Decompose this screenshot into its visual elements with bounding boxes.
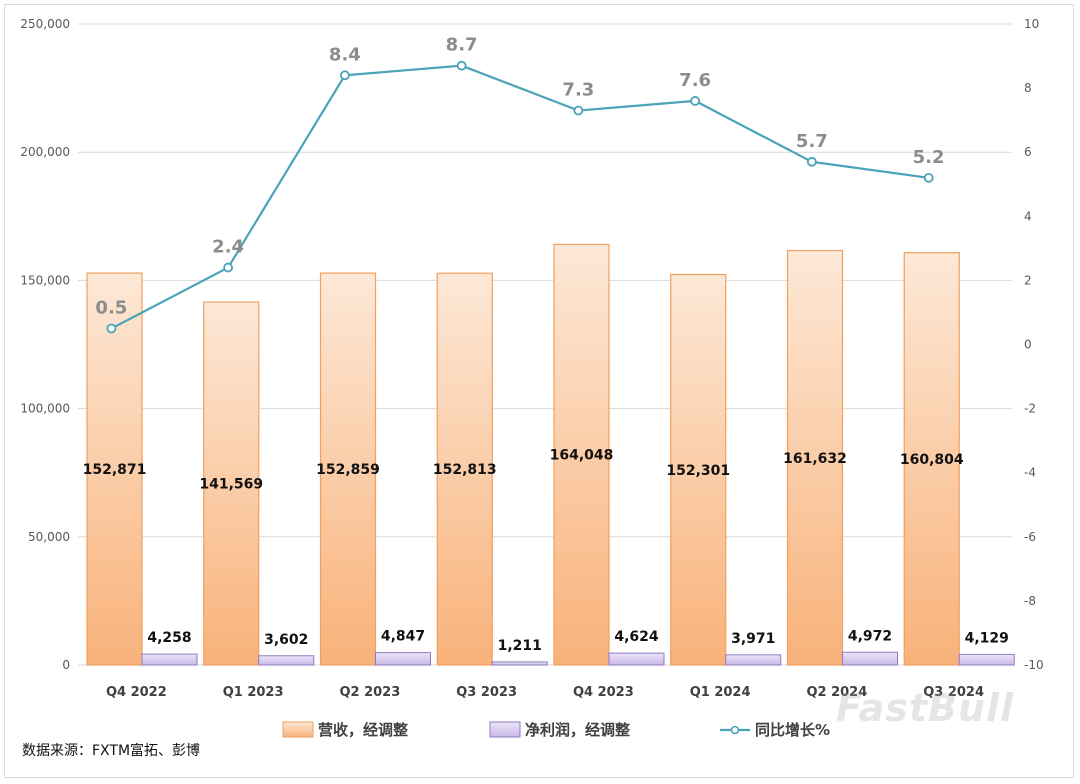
growth-value-label: 5.7 (796, 131, 828, 152)
x-axis-tick-label: Q4 2023 (573, 685, 634, 700)
revenue-bar (319, 272, 377, 666)
left-axis-tick-label: 250,000 (20, 17, 70, 31)
revenue-bar (553, 243, 610, 666)
revenue-value-label: 164,048 (550, 448, 614, 464)
profit-value-label: 4,258 (147, 630, 191, 646)
profit-bar (491, 661, 548, 666)
profit-bar (375, 652, 431, 666)
left-axis-tick-label: 150,000 (20, 273, 70, 287)
profit-value-label: 4,847 (381, 629, 425, 645)
revenue-bar (670, 273, 727, 666)
profit-bar (725, 654, 782, 666)
revenue-value-label: 152,871 (83, 462, 147, 478)
profit-value-label: 3,602 (264, 632, 308, 648)
revenue-bar (436, 272, 493, 666)
x-axis-tick-label: Q3 2023 (456, 685, 517, 700)
revenue-value-label: 160,804 (900, 452, 964, 468)
growth-value-label: 5.2 (913, 147, 945, 168)
growth-value-label: 8.4 (329, 44, 361, 65)
profit-value-label: 4,972 (848, 628, 892, 644)
x-axis-tick-label: Q2 2024 (806, 685, 867, 700)
revenue-value-label: 141,569 (199, 477, 263, 493)
revenue-value-label: 161,632 (783, 451, 847, 467)
x-axis-tick-label: Q2 2023 (339, 685, 400, 700)
growth-point (106, 323, 117, 334)
x-axis-tick-label: Q1 2024 (690, 685, 751, 700)
legend-label-revenue: 营收，经调整 (318, 721, 408, 739)
profit-bar (842, 651, 898, 666)
profit-value-label: 3,971 (731, 631, 775, 647)
right-axis-tick-label: 8 (1024, 81, 1032, 95)
profit-bar (141, 653, 198, 666)
growth-line (110, 64, 929, 330)
growth-value-label: 7.6 (679, 70, 711, 91)
profit-bar (958, 653, 1015, 666)
left-axis-tick-label: 100,000 (20, 402, 70, 416)
right-axis-tick-label: -8 (1024, 594, 1036, 608)
growth-point (223, 262, 234, 273)
left-axis-tick-label: 200,000 (20, 145, 70, 159)
profit-value-label: 1,211 (498, 638, 542, 654)
growth-value-label: 8.7 (446, 35, 478, 56)
x-axis-tick-label: Q3 2024 (923, 685, 984, 700)
right-axis-tick-label: 0 (1024, 338, 1032, 352)
right-axis-tick-label: 4 (1024, 209, 1032, 223)
profit-bar (258, 655, 315, 666)
x-axis-tick-label: Q1 2023 (223, 685, 284, 700)
revenue-bar (86, 272, 143, 666)
left-axis-tick-label: 50,000 (28, 530, 70, 544)
legend-swatch-growth-marker (730, 725, 740, 735)
revenue-bar (786, 249, 844, 666)
legend-label-growth: 同比增长% (755, 721, 830, 739)
legend-swatch-profit (489, 721, 521, 738)
profit-value-label: 4,129 (965, 630, 1009, 646)
right-axis-tick-label: -4 (1024, 466, 1036, 480)
profit-bar (608, 652, 665, 666)
right-axis-tick-label: -10 (1024, 658, 1044, 672)
growth-value-label: 7.3 (562, 80, 594, 101)
profit-value-label: 4,624 (614, 629, 659, 645)
revenue-value-label: 152,813 (433, 462, 497, 478)
revenue-bar (203, 301, 260, 666)
left-axis-tick-label: 0 (62, 658, 70, 672)
revenue-bar (903, 252, 960, 666)
revenue-value-label: 152,301 (666, 463, 730, 479)
legend-swatch-revenue (282, 721, 314, 738)
growth-point (573, 105, 584, 116)
right-axis-tick-label: -2 (1024, 402, 1036, 416)
source-note: 数据来源：FXTM富拓、彭博 (22, 743, 201, 759)
growth-point (806, 156, 817, 167)
right-axis-tick-label: 6 (1024, 145, 1032, 159)
growth-value-label: 0.5 (95, 297, 127, 318)
growth-value-label: 2.4 (212, 237, 244, 258)
right-axis-tick-label: -6 (1024, 530, 1036, 544)
growth-point (456, 60, 467, 71)
right-axis-tick-label: 10 (1024, 17, 1039, 31)
growth-point (923, 172, 934, 183)
chart-frame (4, 4, 1074, 778)
legend-label-profit: 净利润，经调整 (525, 721, 630, 739)
right-axis-tick-label: 2 (1024, 273, 1032, 287)
growth-point (690, 96, 701, 106)
growth-point (339, 70, 350, 81)
watermark: FastBull (836, 686, 1015, 730)
revenue-value-label: 152,859 (316, 462, 380, 478)
x-axis-tick-label: Q4 2022 (106, 685, 167, 700)
